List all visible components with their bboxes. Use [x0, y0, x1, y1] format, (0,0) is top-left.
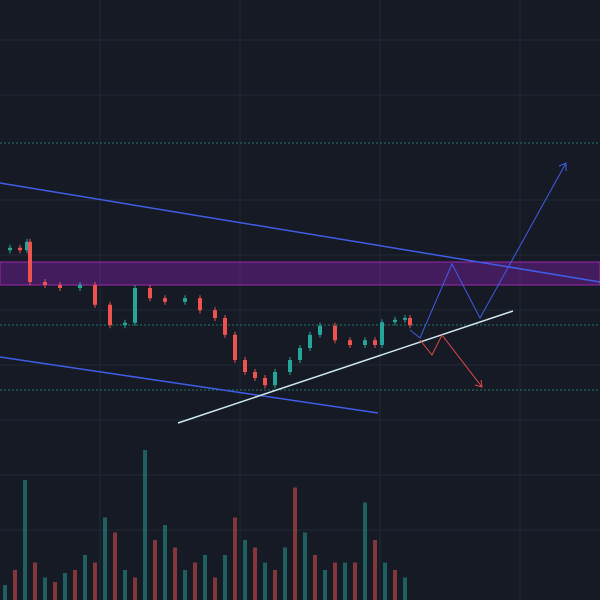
volume-bar	[73, 570, 77, 600]
candle	[28, 241, 32, 282]
candle	[108, 304, 112, 326]
trendline	[177, 310, 514, 424]
volume-bar	[243, 540, 247, 600]
candle	[223, 318, 227, 335]
volume-bar	[23, 480, 27, 600]
candle	[233, 334, 237, 360]
candle	[380, 322, 384, 345]
volume-bar	[263, 562, 267, 600]
candle	[8, 247, 12, 251]
volume-bar	[143, 450, 147, 600]
candle	[363, 340, 367, 345]
candle	[78, 285, 82, 288]
candle	[198, 298, 202, 311]
volume-bar	[273, 570, 277, 600]
candle	[373, 340, 377, 345]
candle	[163, 298, 167, 302]
volume-bar	[233, 517, 237, 600]
candle	[148, 288, 152, 299]
volume-bar	[3, 585, 7, 600]
volume-bar	[123, 570, 127, 600]
candle	[318, 325, 322, 335]
candle	[298, 348, 302, 360]
volume-bar	[183, 570, 187, 600]
channel-lower	[0, 356, 379, 414]
candle	[18, 247, 22, 251]
bear-path	[419, 334, 483, 388]
volume-bar	[383, 562, 387, 600]
volume	[3, 450, 407, 600]
arrow-head	[474, 379, 483, 388]
volume-bar	[253, 547, 257, 600]
candle	[183, 298, 187, 302]
volume-bar	[343, 562, 347, 600]
candle	[288, 360, 292, 372]
volume-bar	[373, 540, 377, 600]
bull-path	[409, 162, 567, 339]
volume-bar	[363, 502, 367, 600]
volume-bar	[13, 570, 17, 600]
candle	[253, 372, 257, 378]
candle	[393, 319, 397, 323]
candle	[43, 282, 47, 285]
volume-bar	[283, 547, 287, 600]
candle	[25, 241, 29, 251]
volume-bar	[53, 582, 57, 600]
volume-bar	[93, 562, 97, 600]
candle	[213, 310, 217, 318]
candles	[8, 238, 412, 389]
candle	[93, 285, 97, 305]
candle	[408, 318, 412, 326]
volume-bar	[213, 577, 217, 600]
volume-bar	[333, 562, 337, 600]
volume-bar	[163, 525, 167, 600]
candle	[243, 360, 247, 372]
resistance-zone	[0, 261, 600, 286]
candle	[403, 318, 407, 320]
volume-bar	[113, 532, 117, 600]
volume-bar	[83, 555, 87, 600]
volume-bar	[193, 562, 197, 600]
volume-bar	[353, 562, 357, 600]
candle	[348, 340, 352, 345]
volume-bar	[403, 577, 407, 600]
arrow-head	[558, 162, 567, 171]
candle	[333, 325, 337, 341]
volume-bar	[293, 487, 297, 600]
candle	[273, 372, 277, 386]
candle	[123, 322, 127, 326]
volume-bar	[133, 577, 137, 600]
volume-bar	[303, 532, 307, 600]
volume-bar	[63, 573, 67, 600]
candle	[133, 288, 137, 323]
volume-bar	[323, 570, 327, 600]
volume-bar	[203, 555, 207, 600]
volume-bar	[223, 555, 227, 600]
volume-bar	[313, 555, 317, 600]
candle	[58, 285, 62, 288]
candle	[308, 334, 312, 348]
volume-bar	[103, 517, 107, 600]
volume-bar	[33, 562, 37, 600]
channel-upper	[0, 182, 600, 283]
volume-bar	[173, 547, 177, 600]
volume-bar	[393, 570, 397, 600]
volume-bar	[153, 540, 157, 600]
candle	[263, 378, 267, 386]
volume-bar	[43, 577, 47, 600]
